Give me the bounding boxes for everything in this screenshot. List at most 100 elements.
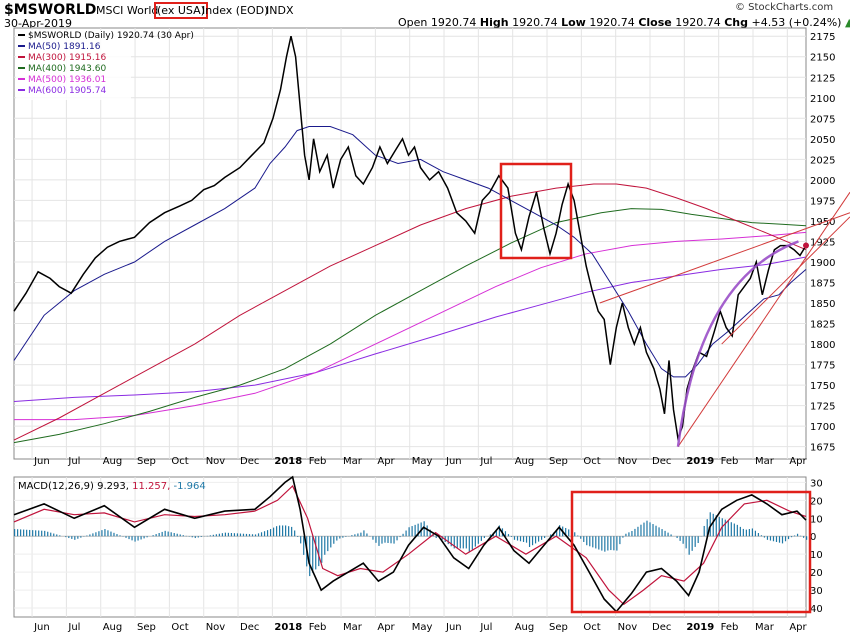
macd-histogram-bar [751,528,753,537]
macd-histogram-bar [218,533,220,537]
macd-x-tick-label: Jul [479,622,492,633]
macd-histogram-bar [522,536,525,542]
macd-histogram-bar [257,533,260,537]
macd-histogram-bar [417,523,419,537]
macd-legend-part: 9.293, [97,481,132,492]
macd-histogram-bar [26,529,28,537]
macd-x-tick-label: Mar [755,622,775,633]
macd-histogram-bar [396,536,398,541]
macd-y-tick-label: 30 [810,586,823,597]
macd-histogram-bar [664,530,666,537]
macd-histogram-bar [272,527,275,537]
macd-histogram-bar [20,529,22,537]
macd-histogram-bar [227,532,230,537]
price-y-tick-label: 2100 [810,94,835,105]
price-x-tick-label: Aug [515,456,535,467]
index-name-post: Index (EOD) [202,4,269,17]
macd-histogram-bar [709,512,711,537]
macd-x-tick-label: Aug [103,622,123,633]
price-x-tick-label: Dec [652,456,671,467]
macd-histogram-bar [787,536,790,540]
macd-histogram-bar [351,535,353,537]
series-ma-500- [14,231,807,421]
price-y-tick-label: 1900 [810,258,835,269]
macd-histogram-bar [715,515,717,537]
legend-entry: MA(500) 1936.01 [28,75,106,85]
macd-histogram-bar [676,536,678,539]
price-x-tick-label: Jun [445,456,462,467]
macd-histogram-bar [260,532,263,537]
macd-histogram-bar [230,533,233,537]
macd-histogram-bar [685,536,687,549]
price-x-tick-label: May [412,456,433,467]
low-label: Low [561,16,586,29]
macd-histogram-bar [134,536,136,542]
macd-histogram-bar [275,526,278,537]
macd-histogram-bar [360,532,362,537]
macd-histogram-bar [107,530,109,537]
macd-histogram-bar [65,536,67,538]
price-y-tick-label: 2125 [810,73,835,84]
macd-histogram-bar [330,536,332,548]
price-x-tick-label: Jul [479,456,492,467]
macd-histogram-bar [688,536,690,555]
macd-histogram-bar [32,530,34,537]
macd-histogram-bar [354,534,356,537]
macd-histogram-bar [598,536,600,550]
macd-histogram-bar [429,529,431,537]
macd-series-macd [13,475,807,613]
macd-histogram-bar [519,536,522,542]
macd-histogram-bar [194,536,196,539]
macd-histogram-bar [754,530,757,537]
price-x-tick-label: Sep [137,456,156,467]
price-y-tick-label: 2050 [810,135,835,146]
macd-histogram-bar [730,522,732,537]
macd-histogram-bar [495,530,498,537]
macd-histogram-bar [366,533,368,537]
price-y-tick-label: 2175 [810,32,835,43]
macd-histogram-bar [583,536,585,542]
price-x-tick-label: Jun [33,456,50,467]
macd-histogram-bar [724,519,726,537]
macd-histogram-bar [706,519,708,537]
macd-histogram-bar [140,536,142,540]
macd-histogram-bar [513,536,516,540]
price-y-tick-label: 1775 [810,361,835,372]
macd-x-tick-label: Dec [240,622,259,633]
low-value: 1920.74 [589,16,635,29]
high-label: High [479,16,509,29]
macd-histogram-bar [504,531,507,537]
macd-histogram-bar [215,534,217,537]
macd-histogram-bar [703,525,705,537]
macd-histogram-bar [592,536,594,548]
macd-histogram-bar [333,536,335,544]
macd-histogram-bar [245,533,248,537]
macd-histogram-bar [580,536,582,539]
macd-histogram-bar [158,533,160,537]
macd-histogram-bar [453,536,455,549]
macd-histogram-bar [540,536,543,540]
macd-histogram-bar [387,536,389,543]
macd-histogram-bar [694,536,696,547]
macd-histogram-bar [423,521,425,537]
macd-histogram-bar [212,534,214,537]
price-y-tick-label: 1725 [810,402,835,413]
price-x-tick-label: Jul [67,456,80,467]
macd-histogram-bar [757,533,760,537]
chg-value: +4.53 (+0.24%) [751,16,842,29]
high-value: 1920.74 [512,16,558,29]
macd-histogram-bar [727,520,729,537]
macd-x-tick-label: Aug [515,622,535,633]
macd-histogram-bar [769,536,772,541]
macd-x-tick-label: Jun [445,622,462,633]
macd-series-signal [13,484,807,606]
macd-histogram-bar [525,536,528,543]
macd-histogram-bar [477,536,479,544]
macd-histogram-bar [269,529,272,537]
macd-histogram-bar [697,536,699,544]
macd-histogram-bar [384,536,386,543]
last-close-marker [803,242,809,249]
macd-histogram-bar [658,527,660,537]
macd-histogram-bar [559,525,561,537]
macd-histogram-bar [288,526,290,537]
